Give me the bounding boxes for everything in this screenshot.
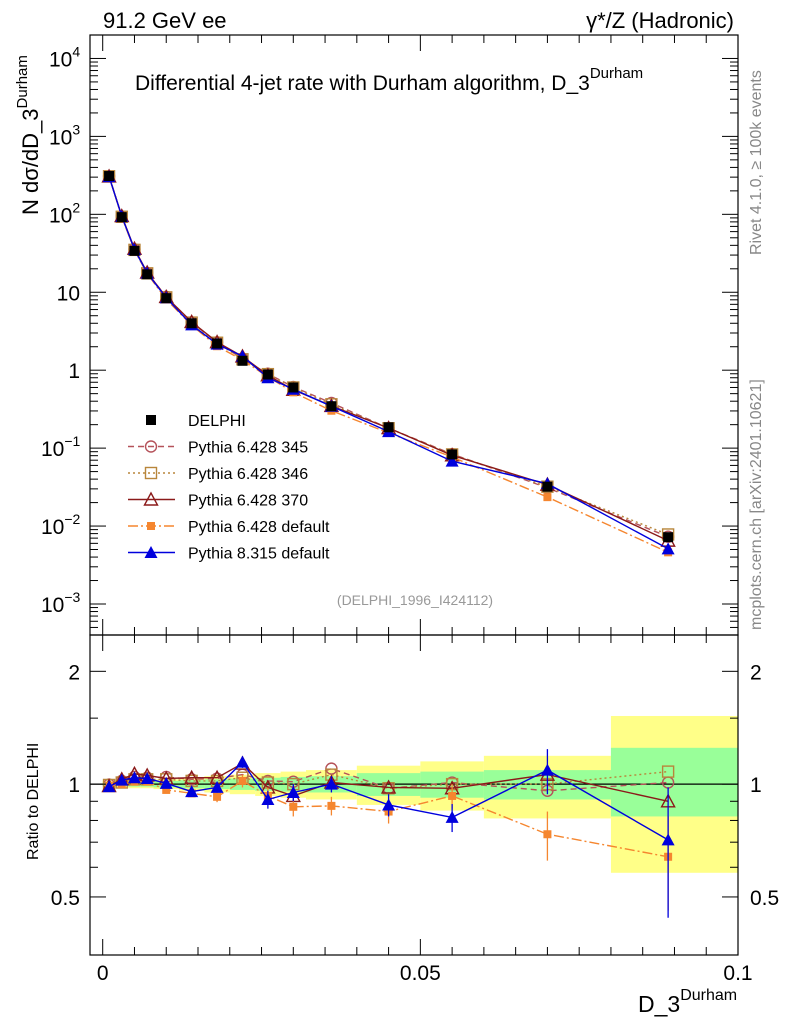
ratio-ytick-label-right: 2 (750, 661, 762, 684)
main-ylabel-sup: Durham (14, 55, 31, 108)
main-data-point (288, 382, 299, 393)
ratio-series-p345-point (661, 776, 675, 789)
legend-marker-p346 (144, 466, 158, 480)
ratio-ytick-label: 2 (68, 661, 80, 684)
main-ytick-label: 10 (57, 282, 80, 305)
ratio-ytick-label-right: 0.5 (750, 887, 779, 910)
main-ytick-label: 10−2 (41, 511, 81, 539)
ratio-series-p8def-point (127, 771, 141, 784)
legend-marker-p345 (144, 440, 158, 453)
ratio-series-p8def-point (235, 755, 249, 768)
ratio-xlabel-sup: Durham (680, 987, 737, 1004)
legend-marker-data (146, 415, 156, 425)
analysis-watermark: (DELPHI_1996_I424112) (337, 592, 493, 608)
legend: DELPHI Pythia 6.428 345 Pythia 6.428 346 Py… (128, 413, 330, 563)
main-ylabel-text: N dσ/dD_3 (18, 108, 43, 215)
main-data-point (104, 171, 115, 182)
main-ytick-label: 102 (49, 199, 80, 227)
main-data-point (237, 355, 248, 366)
ratio-series-p6def-point (327, 801, 336, 810)
ratio-series-p6def-point (162, 785, 171, 794)
ratio-series-p6def-point (289, 802, 298, 811)
ratio-band-green (610, 747, 738, 817)
legend-marker-p6def (147, 522, 155, 530)
ratio-series-p8def-point (185, 785, 199, 798)
ratio-xtick-label: 0 (97, 962, 109, 985)
main-data-point (129, 245, 140, 256)
ratio-series-p8def-point (102, 780, 116, 793)
legend-label-p8def: Pythia 8.315 default (188, 546, 330, 563)
main-data-point (116, 212, 127, 223)
ratio-series-p6def-point (448, 791, 457, 800)
ratio-ytick-label-right: 1 (750, 774, 762, 797)
ratio-series-p370-point (183, 769, 200, 784)
main-data-point (663, 532, 674, 543)
legend-label-p345: Pythia 6.428 345 (188, 440, 308, 457)
main-data-point (447, 449, 458, 460)
ratio-series-p8def-point (286, 785, 300, 798)
main-data-point (542, 481, 553, 492)
main-series-p8def-point (661, 542, 675, 555)
ratio-series-p8def-point (445, 810, 459, 823)
ratio-xtick-label: 0.1 (723, 962, 752, 985)
main-ytick-label: 10−1 (41, 433, 81, 461)
main-series-p6def-point (543, 493, 552, 502)
ratio-series-p8def-point (382, 798, 396, 811)
ratio-series-p8def-point (661, 833, 675, 846)
main-ytick-label: 103 (49, 121, 80, 149)
ratio-series-p8def-point (540, 763, 554, 776)
ratio-frame (89, 634, 739, 956)
main-data-point (186, 318, 197, 329)
ratio-series-p346-point (661, 765, 675, 778)
main-series-p8def-point (445, 454, 459, 467)
ratio-series-p6def-point (238, 776, 247, 785)
main-ytick-label: 104 (49, 43, 80, 71)
main-ytick-label: 1 (68, 360, 80, 383)
ratio-series-p370-point (380, 779, 397, 794)
ratio-series-p6def-point (543, 830, 552, 839)
ratio-series-p8def-point (210, 780, 224, 793)
main-series-p370-line (108, 176, 669, 542)
legend-marker-p8def (144, 546, 158, 558)
chart-title-main: Differential 4-jet rate with Durham algo… (135, 72, 590, 95)
ratio-series-p8def-point (159, 776, 173, 789)
ratio-xtick-label: 0.05 (400, 962, 441, 985)
mcplots-label: mcplots.cern.ch [arXiv:2401.10621] (748, 379, 765, 630)
legend-label-p346: Pythia 6.428 346 (188, 466, 308, 483)
ratio-series-p8def-point (115, 773, 129, 786)
main-data-point (326, 401, 337, 412)
legend-label-p6def: Pythia 6.428 default (188, 519, 330, 536)
ratio-series-layer (101, 749, 676, 918)
ratio-series-p8def-point (140, 772, 154, 785)
ratio-xlabel: D_3Durham (638, 987, 737, 1017)
main-ylabel: N dσ/dD_3Durham (14, 55, 43, 215)
main-data-point (262, 369, 273, 380)
legend-marker-p370 (143, 491, 159, 506)
header-process-label: γ*/Z (Hadronic) (586, 8, 734, 33)
ratio-series-p8def-point (324, 777, 338, 790)
ratio-series-p346-point (382, 782, 395, 795)
ratio-ytick-label: 0.5 (51, 887, 80, 910)
legend-label-p370: Pythia 6.428 370 (188, 493, 308, 510)
main-ytick-label: 10−3 (41, 589, 81, 617)
header-energy-label: 91.2 GeV ee (103, 8, 227, 33)
ratio-series-p6def-point (213, 792, 222, 801)
rivet-version-label: Rivet 4.1.0, ≥ 100k events (748, 70, 765, 255)
ratio-xlabel-text: D_3 (638, 991, 680, 1017)
ratio-series-p8def-point (261, 792, 275, 805)
main-series-layer (101, 168, 676, 557)
chart-title-sup: Durham (590, 65, 643, 82)
main-data-point (161, 293, 172, 304)
ratio-ylabel: Ratio to DELPHI (25, 743, 42, 860)
ratio-ytick-label: 1 (68, 774, 80, 797)
chart-title: Differential 4-jet rate with Durham algo… (135, 65, 643, 95)
legend-label-data: DELPHI (188, 413, 246, 430)
ratio-series-p345-line (108, 767, 669, 792)
main-data-point (142, 269, 153, 280)
main-data-point (212, 338, 223, 349)
main-data-point (383, 422, 394, 433)
